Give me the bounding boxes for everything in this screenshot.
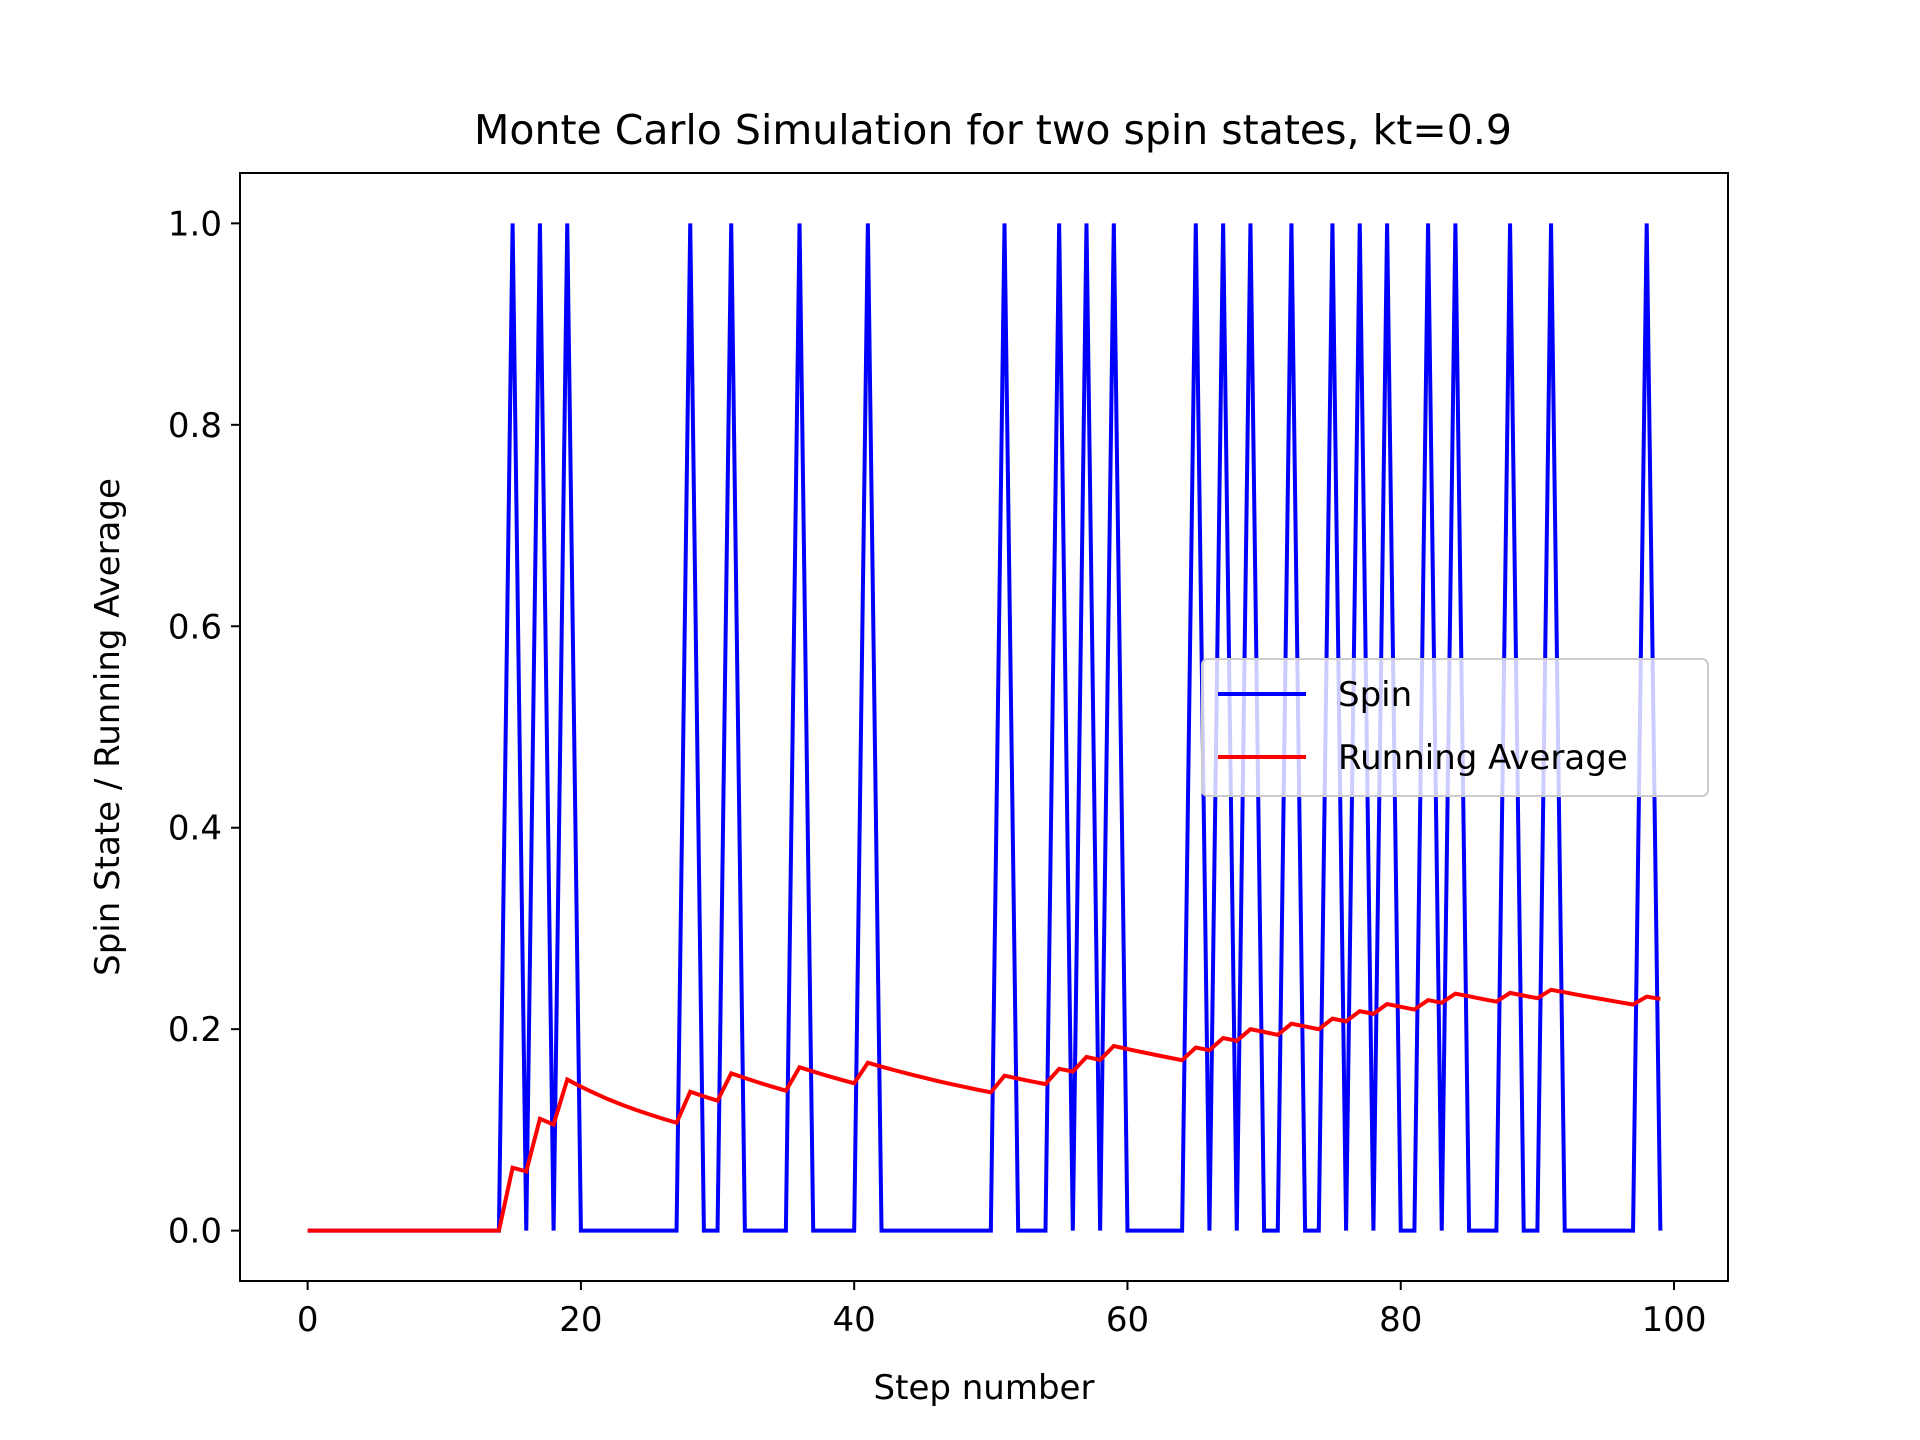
y-axis-label: Spin State / Running Average xyxy=(88,478,128,976)
chart-title: Monte Carlo Simulation for two spin stat… xyxy=(474,106,1512,154)
legend-label-spin: Spin xyxy=(1338,675,1412,715)
legend-box xyxy=(1201,658,1709,797)
series-line-running-average xyxy=(307,987,1661,1233)
x-axis-label: Step number xyxy=(874,1368,1095,1408)
x-tick-label: 0 xyxy=(297,1300,319,1340)
x-tick-label: 100 xyxy=(1642,1300,1707,1340)
y-tick-label: 0.2 xyxy=(168,1010,222,1050)
x-tick-label: 40 xyxy=(833,1300,876,1340)
x-tick-label: 60 xyxy=(1106,1300,1149,1340)
x-axis: 0 20 40 60 80 100 xyxy=(297,1281,1707,1340)
x-tick-label: 20 xyxy=(559,1300,602,1340)
x-tick-label: 80 xyxy=(1379,1300,1422,1340)
y-tick-label: 0.6 xyxy=(168,607,222,647)
legend: Spin Running Average xyxy=(1201,658,1709,797)
y-tick-label: 0.8 xyxy=(168,406,222,446)
y-tick-label: 0.0 xyxy=(168,1212,222,1252)
y-tick-label: 1.0 xyxy=(168,204,222,244)
plot-frame xyxy=(239,172,1729,1282)
legend-label-running-average: Running Average xyxy=(1338,738,1628,778)
y-axis: 0.0 0.2 0.4 0.6 0.8 1.0 xyxy=(168,204,240,1252)
y-tick-label: 0.4 xyxy=(168,809,222,849)
